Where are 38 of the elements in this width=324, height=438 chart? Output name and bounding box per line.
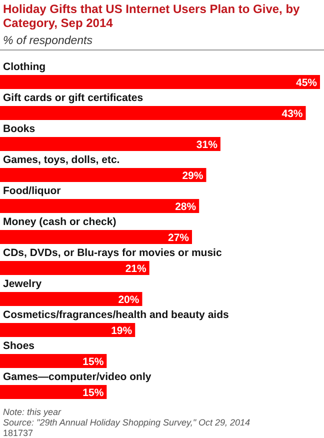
data-label: 28% bbox=[175, 201, 197, 213]
y-tick-label: Clothing bbox=[3, 61, 46, 73]
y-tick-label: Games, toys, dolls, etc. bbox=[3, 154, 120, 166]
data-label: 15% bbox=[82, 387, 104, 399]
bar bbox=[0, 106, 306, 120]
data-label: 21% bbox=[125, 263, 147, 275]
data-label: 45% bbox=[296, 77, 318, 89]
chart-title: Holiday Gifts that US Internet Users Plan to Give, by Category, Sep 2014 bbox=[3, 2, 300, 30]
chart-subtitle: % of respondents bbox=[3, 35, 93, 47]
bar bbox=[0, 168, 206, 182]
bar bbox=[0, 230, 192, 244]
y-tick-label: Cosmetics/fragrances/health and beauty aids bbox=[3, 309, 229, 321]
data-label: 20% bbox=[118, 294, 140, 306]
y-tick-label: Money (cash or check) bbox=[3, 216, 116, 228]
y-tick-label: Books bbox=[3, 123, 36, 135]
data-label: 27% bbox=[168, 232, 190, 244]
text: 181737 bbox=[3, 428, 34, 438]
bar bbox=[0, 137, 220, 151]
bar bbox=[0, 199, 200, 213]
y-tick-label: Shoes bbox=[3, 340, 35, 352]
bar bbox=[0, 261, 150, 275]
text: Note: this year bbox=[3, 407, 62, 417]
source-note: Source: "29th Annual Holiday Shopping Survey," Oct 29, 2014 bbox=[3, 418, 250, 428]
bar bbox=[0, 323, 136, 337]
y-tick-label: Food/liquor bbox=[3, 185, 61, 197]
data-label: 29% bbox=[182, 170, 204, 182]
y-tick-label: CDs, DVDs, or Blu-rays for movies or music bbox=[3, 247, 222, 259]
y-tick-label: Games—computer/video only bbox=[3, 371, 152, 383]
bar bbox=[0, 292, 142, 306]
y-tick-label: Gift cards or gift certificates bbox=[3, 92, 144, 104]
data-label: 43% bbox=[282, 108, 304, 120]
data-label: 19% bbox=[111, 325, 133, 337]
bar bbox=[0, 75, 320, 89]
bar bbox=[0, 354, 107, 368]
data-label: 31% bbox=[196, 139, 218, 151]
y-tick-label: Jewelry bbox=[3, 278, 42, 290]
data-label: 15% bbox=[82, 356, 104, 368]
bar bbox=[0, 385, 107, 399]
